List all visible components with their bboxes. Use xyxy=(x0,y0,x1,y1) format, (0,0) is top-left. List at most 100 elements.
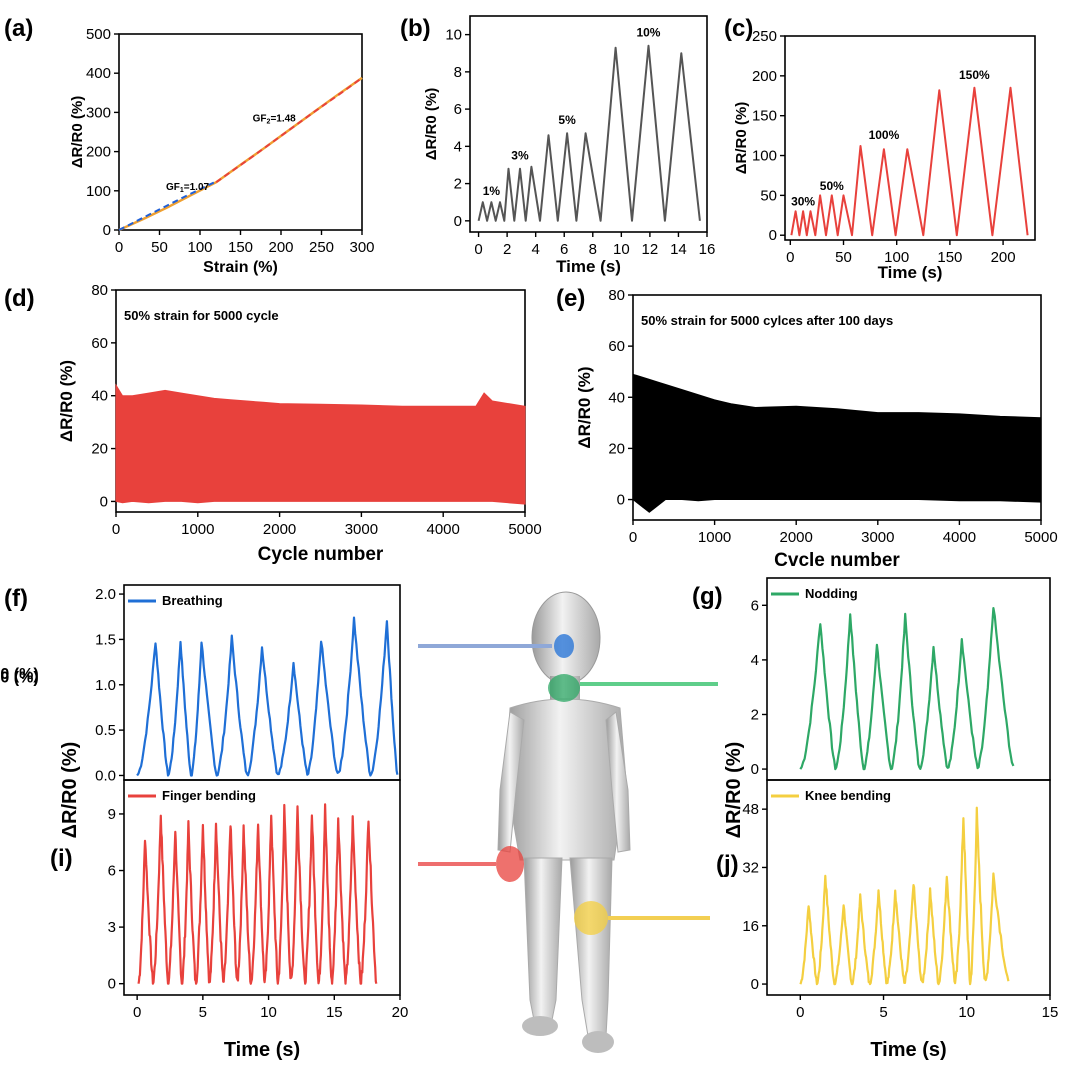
y-tick-label: 100 xyxy=(752,148,777,165)
y-axis-label: ΔR/R0 (%) xyxy=(59,742,81,839)
y-tick-label: 4 xyxy=(454,138,462,155)
x-tick-label: 5 xyxy=(879,1004,887,1021)
x-tick-label: 50 xyxy=(151,239,168,256)
y-tick-label: 4 xyxy=(751,652,759,669)
x-tick-label: 100 xyxy=(884,249,909,266)
figure-left-foot xyxy=(522,1016,558,1036)
y-tick-label: 0 xyxy=(103,222,111,239)
series-line xyxy=(118,180,217,231)
y-tick-label: 80 xyxy=(608,287,625,304)
y-axis-label: ΔR/R0 (%) xyxy=(0,670,39,687)
panel-label: (i) xyxy=(50,845,73,872)
figure-right-leg xyxy=(569,857,613,1037)
strain-annotation: 5% xyxy=(558,113,576,127)
human-figure-illustration xyxy=(497,591,631,1053)
strain-annotation: 150% xyxy=(959,68,990,82)
y-tick-label: 50 xyxy=(760,187,777,204)
y-tick-label: 0 xyxy=(100,493,108,510)
x-tick-label: 5000 xyxy=(1024,529,1057,546)
y-tick-label: 0 xyxy=(751,976,759,993)
y-tick-label: 200 xyxy=(86,144,111,161)
throat-sensor-marker xyxy=(554,634,574,658)
x-tick-label: 8 xyxy=(589,241,597,258)
y-tick-label: 2 xyxy=(454,176,462,193)
legend-label: Finger bending xyxy=(162,788,256,803)
x-tick-label: 300 xyxy=(349,239,374,256)
plot-frame xyxy=(784,35,1036,241)
chart-panel-e: 0 1000 2000 3000 4000 5000 0 20 40 60 80 Cvcle numb… xyxy=(556,285,1058,571)
panel-note: 50% strain for 5000 cylces after 100 day… xyxy=(641,313,893,328)
plot-frame xyxy=(123,779,401,996)
panel-label: (f) xyxy=(4,585,28,612)
panel-label: (c) xyxy=(724,15,753,42)
y-axis-label: ΔR/R0 (%) xyxy=(723,742,745,839)
y-tick-label: 0.0 xyxy=(95,767,116,784)
panel-label: (d) xyxy=(4,285,35,312)
y-tick-label: 6 xyxy=(108,863,116,880)
y-tick-label: 200 xyxy=(752,68,777,85)
x-tick-label: 10 xyxy=(260,1004,277,1021)
strain-annotation: 50% xyxy=(820,179,844,193)
x-tick-label: 4000 xyxy=(943,529,976,546)
x-tick-label: 4 xyxy=(532,241,540,258)
series-line xyxy=(118,76,363,232)
x-axis-label: Time (s) xyxy=(224,1039,300,1061)
y-axis-label: ΔR/R0 (%) xyxy=(733,102,750,174)
y-tick-label: 2 xyxy=(751,706,759,723)
y-tick-label: 16 xyxy=(742,918,759,935)
series-line xyxy=(799,806,1010,986)
plot-frame xyxy=(766,779,1051,996)
x-tick-label: 3000 xyxy=(861,529,894,546)
y-axis-label: ΔR/R0 (%) xyxy=(57,360,76,442)
x-tick-label: 50 xyxy=(835,249,852,266)
strain-annotation: 1% xyxy=(483,184,501,198)
strain-annotation: 10% xyxy=(636,25,660,39)
y-tick-label: 9 xyxy=(108,806,116,823)
y-tick-label: 80 xyxy=(91,282,108,299)
figure-right-arm xyxy=(605,711,631,853)
plot-frame xyxy=(469,15,708,233)
figure-right-foot xyxy=(582,1031,614,1053)
x-tick-label: 150 xyxy=(228,239,253,256)
y-axis-label: ΔR/R0 (%) xyxy=(0,666,39,683)
y-tick-label: 0 xyxy=(108,976,116,993)
x-axis-label: Time (s) xyxy=(556,257,621,276)
x-tick-label: 0 xyxy=(115,239,123,256)
x-tick-label: 0 xyxy=(629,529,637,546)
x-tick-label: 12 xyxy=(642,241,659,258)
panel-label: (a) xyxy=(4,15,33,42)
gf-annotation: GF2=1.48 xyxy=(253,113,297,125)
x-tick-label: 5 xyxy=(199,1004,207,1021)
legend-label: Nodding xyxy=(805,586,858,601)
x-tick-label: 2000 xyxy=(780,529,813,546)
plot-frame xyxy=(118,33,363,231)
x-tick-label: 14 xyxy=(670,241,687,258)
y-tick-label: 250 xyxy=(752,28,777,45)
y-axis-label: ΔR/R0 (%) xyxy=(575,366,594,448)
x-tick-label: 0 xyxy=(133,1004,141,1021)
chart-panel-i: 0 5 10 15 20 0 3 6 9 Time (s) (i) Finger bending xyxy=(50,779,408,1061)
x-tick-label: 0 xyxy=(474,241,482,258)
figure-torso xyxy=(505,698,627,861)
panel-label: (e) xyxy=(556,285,585,312)
strain-annotation: 100% xyxy=(869,128,900,142)
x-tick-label: 200 xyxy=(991,249,1016,266)
x-tick-label: 5000 xyxy=(508,521,541,538)
x-tick-label: 10 xyxy=(958,1004,975,1021)
x-tick-label: 15 xyxy=(326,1004,343,1021)
series-line xyxy=(790,86,1029,237)
x-axis-label: Time (s) xyxy=(878,263,943,282)
y-tick-label: 150 xyxy=(752,108,777,125)
y-tick-label: 0.5 xyxy=(95,722,116,739)
legend-label: Breathing xyxy=(162,593,223,608)
y-tick-label: 0 xyxy=(751,761,759,778)
chart-panel-c: 0 50 100 150 200 0 50 100 150 200 250 Time (s) ΔR/R0… xyxy=(724,15,1036,282)
legend-label: Knee bending xyxy=(805,788,891,803)
y-tick-label: 60 xyxy=(91,335,108,352)
y-tick-label: 40 xyxy=(608,389,625,406)
y-tick-label: 48 xyxy=(742,801,759,818)
knee-sensor-marker xyxy=(574,901,608,935)
x-tick-label: 6 xyxy=(560,241,568,258)
panel-label: (b) xyxy=(400,15,431,42)
plot-frame xyxy=(766,577,1051,781)
